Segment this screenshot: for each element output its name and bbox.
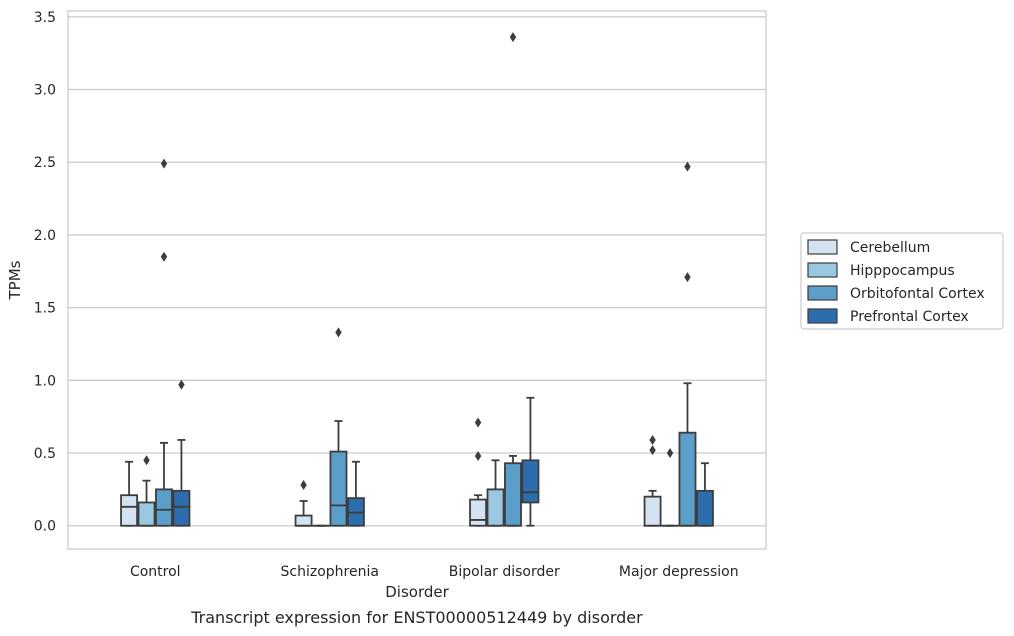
legend-swatch (807, 262, 838, 278)
box-body (486, 488, 505, 527)
legend-item: Prefrontal Cortex (807, 308, 969, 325)
legend-label: Cerebellum (850, 240, 930, 256)
box-body (155, 488, 173, 527)
legend-swatch (807, 308, 838, 324)
legend-item: Orbitofontal Cortex (807, 285, 985, 302)
figure-caption: Transcript expression for ENST0000051244… (190, 608, 643, 627)
box-hipppocampus (486, 459, 505, 527)
box-body (469, 498, 488, 527)
legend-swatch (807, 239, 838, 255)
outlier-point (178, 379, 185, 390)
outlier-point (649, 445, 656, 456)
legend-label: Hipppocampus (850, 263, 955, 279)
box-orbitofontal-cortex (678, 161, 697, 527)
y-tick-label: 0.5 (34, 446, 56, 462)
y-tick-label: 3.0 (34, 83, 56, 99)
x-tick-label: Major depression (619, 564, 739, 580)
box-hipppocampus (137, 455, 156, 527)
box-orbitofontal-cortex (329, 327, 348, 527)
legend-item: Cerebellum (807, 239, 930, 256)
box-body (678, 431, 697, 527)
x-tick-label: Schizophrenia (281, 564, 379, 580)
box-prefrontal-cortex (521, 396, 540, 527)
box-hipppocampus (661, 448, 679, 527)
x-axis-label: Disorder (385, 583, 449, 601)
outlier-point (160, 251, 168, 262)
box-cerebellum (294, 480, 313, 527)
y-tick-label: 2.5 (34, 155, 56, 171)
y-axis-ticks: 0.0 0.5 1.0 1.5 2.0 2.5 3.0 3.5 (34, 10, 56, 535)
legend-frame (800, 232, 1004, 330)
outlier-point (143, 455, 150, 466)
outlier-point (684, 161, 691, 172)
box-body (695, 489, 714, 527)
box-body (120, 494, 139, 527)
legend-swatch (807, 285, 838, 301)
outlier-point (335, 327, 342, 338)
outlier-point (649, 434, 656, 445)
x-axis-ticks: Control Schizophrenia Bipolar disorder Majo… (130, 564, 739, 580)
box-body (504, 462, 522, 527)
y-axis-label: TPMs (6, 260, 24, 300)
box-body (521, 459, 540, 504)
box-prefrontal-cortex (695, 462, 714, 527)
box-cerebellum (643, 434, 662, 527)
y-tick-label: 0.0 (34, 519, 56, 535)
box-cerebellum (120, 460, 139, 527)
y-tick-label: 3.5 (34, 10, 56, 26)
y-tick-label: 1.0 (34, 373, 56, 389)
legend-label: Orbitofontal Cortex (850, 286, 985, 302)
box-plots (120, 32, 714, 527)
outlier-point (474, 450, 482, 461)
outlier-point (684, 272, 691, 283)
box-orbitofontal-cortex (155, 158, 173, 527)
legend: Cerebellum Hipppocampus Orbitofontal Corte… (800, 232, 1004, 330)
x-tick-label: Control (130, 564, 181, 580)
outlier-point (666, 448, 674, 459)
outlier-point (300, 480, 307, 491)
y-tick-label: 2.0 (34, 228, 56, 244)
outlier-point (509, 32, 517, 43)
legend-item: Hipppocampus (807, 262, 955, 279)
box-orbitofontal-cortex (504, 32, 522, 527)
box-body (294, 514, 313, 527)
box-cerebellum (469, 417, 488, 527)
box-body (172, 489, 191, 527)
grid-lines (68, 16, 766, 527)
box-prefrontal-cortex (172, 379, 191, 527)
box-body (137, 501, 156, 527)
outlier-point (160, 158, 168, 169)
box-body (329, 450, 348, 527)
box-body (643, 495, 662, 527)
legend-label: Prefrontal Cortex (850, 309, 969, 325)
outlier-point (474, 417, 482, 428)
box-prefrontal-cortex (346, 460, 365, 527)
plot-frame (67, 10, 767, 550)
x-tick-label: Bipolar disorder (449, 564, 560, 580)
y-tick-label: 1.5 (34, 301, 56, 317)
